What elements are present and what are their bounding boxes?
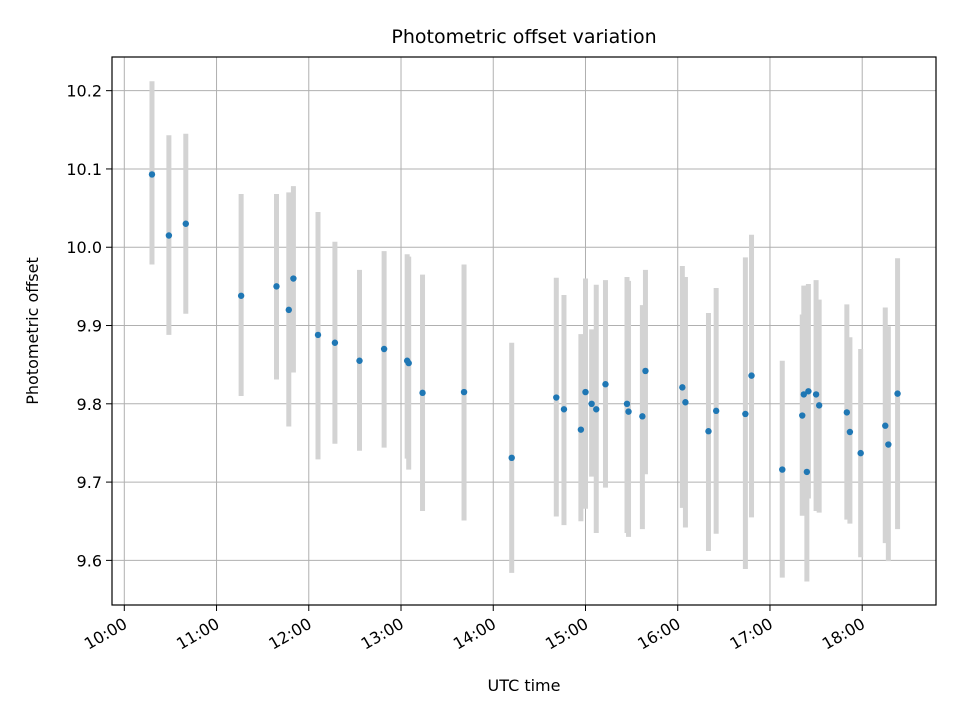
data-point	[803, 468, 811, 476]
y-axis: 9.6 9.7 9.8 9.9 10.0 10.1 10.2	[66, 82, 112, 570]
data-point	[639, 413, 646, 420]
y-tick-label: 10.1	[66, 160, 102, 179]
y-tick-label: 10.0	[66, 238, 102, 257]
y-tick-label: 9.9	[77, 317, 102, 336]
data-point	[679, 384, 686, 391]
data-point	[623, 400, 631, 408]
data-point	[748, 372, 755, 379]
data-point	[356, 357, 363, 364]
data-point	[885, 441, 892, 448]
data-point	[742, 410, 749, 418]
data-point	[553, 394, 560, 401]
data-point	[577, 426, 585, 433]
data-point	[799, 412, 806, 419]
data-point	[508, 454, 515, 462]
chart-title: Photometric offset variation	[391, 26, 656, 48]
y-axis-label: Photometric offset	[23, 257, 42, 405]
data-point	[857, 449, 864, 457]
data-point	[419, 389, 426, 397]
data-point	[588, 400, 595, 408]
data-point	[779, 466, 786, 473]
data-point	[682, 399, 689, 406]
y-tick-label: 10.2	[66, 82, 102, 101]
data-point	[148, 171, 156, 178]
data-point	[705, 428, 712, 435]
data-point	[560, 406, 568, 413]
data-point	[712, 407, 720, 415]
data-point	[314, 331, 322, 339]
data-point	[460, 388, 468, 396]
data-point	[290, 275, 297, 282]
grid	[112, 57, 936, 605]
data-point	[182, 220, 189, 227]
data-point	[805, 388, 812, 395]
data-point	[846, 428, 854, 436]
data-point	[273, 283, 280, 290]
y-tick-label: 9.6	[77, 551, 102, 570]
data-point	[882, 422, 889, 429]
data-point	[843, 409, 851, 416]
data-point	[165, 232, 173, 239]
data-point	[331, 339, 339, 346]
data-point	[602, 381, 609, 388]
data-point	[582, 388, 589, 396]
data-point	[625, 408, 632, 415]
data-point	[237, 292, 245, 299]
data-point	[593, 406, 600, 413]
data-point	[285, 306, 292, 314]
data-point	[894, 390, 901, 397]
data-point	[405, 359, 412, 367]
data-point	[815, 402, 823, 409]
data-points	[148, 171, 901, 476]
x-axis-label: UTC time	[488, 676, 561, 695]
data-point	[642, 367, 649, 375]
y-tick-label: 9.8	[77, 395, 102, 414]
plot-frame	[111, 56, 937, 606]
y-tick-label: 9.7	[77, 473, 102, 492]
data-point	[812, 391, 820, 398]
data-point	[800, 391, 807, 398]
data-point	[380, 345, 388, 353]
